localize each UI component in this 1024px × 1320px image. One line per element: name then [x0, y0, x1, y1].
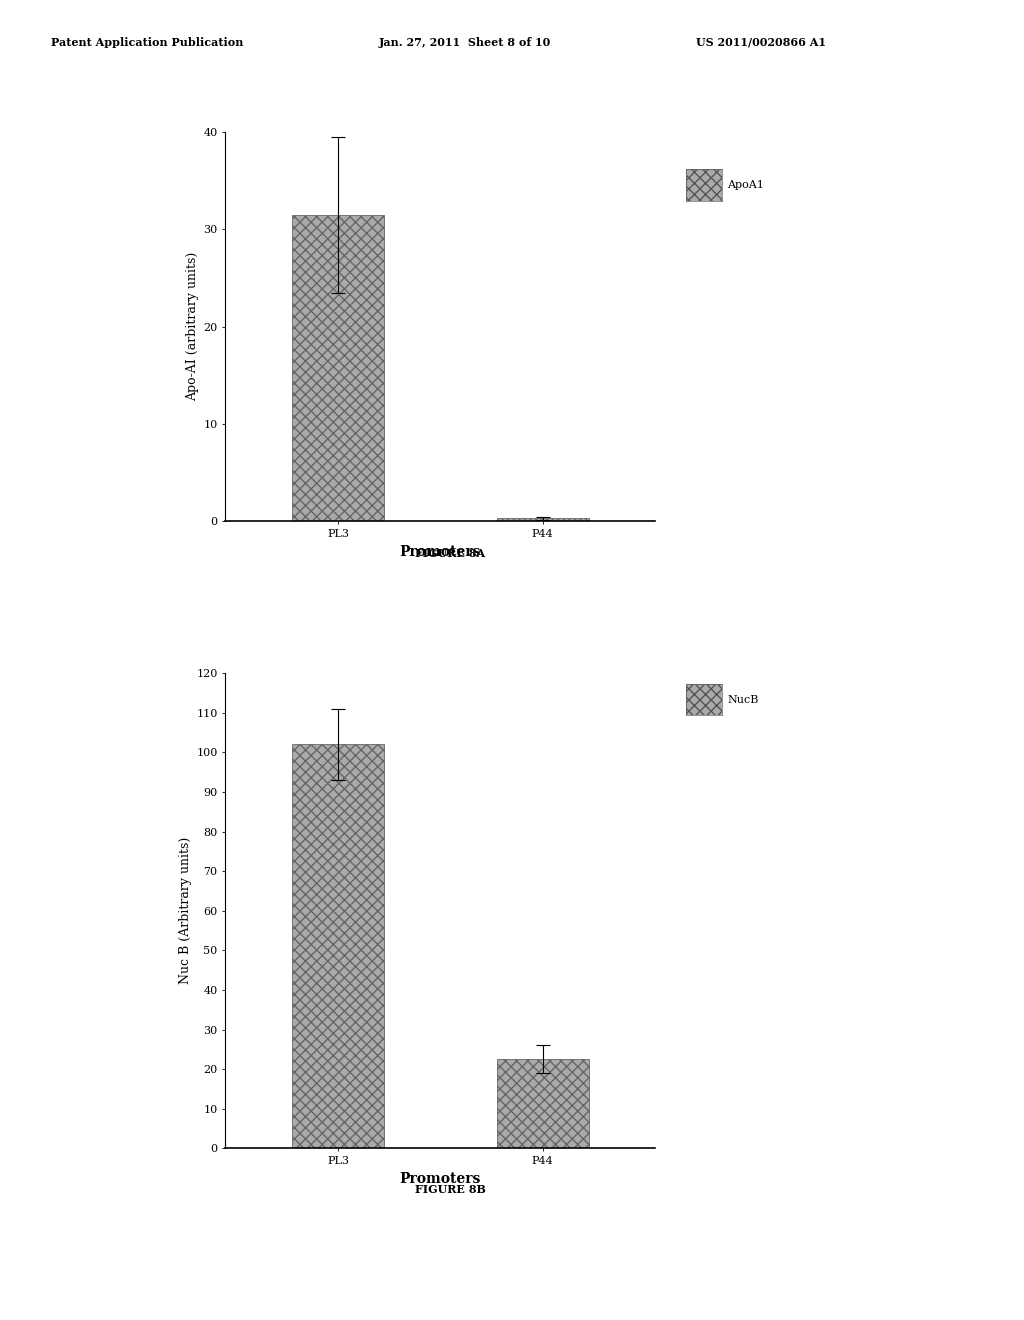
Bar — [292, 215, 384, 521]
Text: ApoA1: ApoA1 — [727, 180, 764, 190]
X-axis label: Promoters: Promoters — [399, 545, 481, 558]
Y-axis label: Apo-AI (arbitrary units): Apo-AI (arbitrary units) — [186, 252, 200, 401]
Text: Patent Application Publication: Patent Application Publication — [51, 37, 244, 48]
Text: FIGURE 8B: FIGURE 8B — [415, 1184, 486, 1195]
Text: FIGURE 8A: FIGURE 8A — [416, 548, 485, 558]
Bar — [292, 744, 384, 1148]
X-axis label: Promoters: Promoters — [399, 1172, 481, 1185]
Text: NucB: NucB — [727, 694, 759, 705]
Bar — [497, 1059, 589, 1148]
Y-axis label: Nuc B (Arbitrary units): Nuc B (Arbitrary units) — [179, 837, 193, 985]
Text: US 2011/0020866 A1: US 2011/0020866 A1 — [696, 37, 826, 48]
Bar — [497, 519, 589, 521]
Text: Jan. 27, 2011  Sheet 8 of 10: Jan. 27, 2011 Sheet 8 of 10 — [379, 37, 551, 48]
